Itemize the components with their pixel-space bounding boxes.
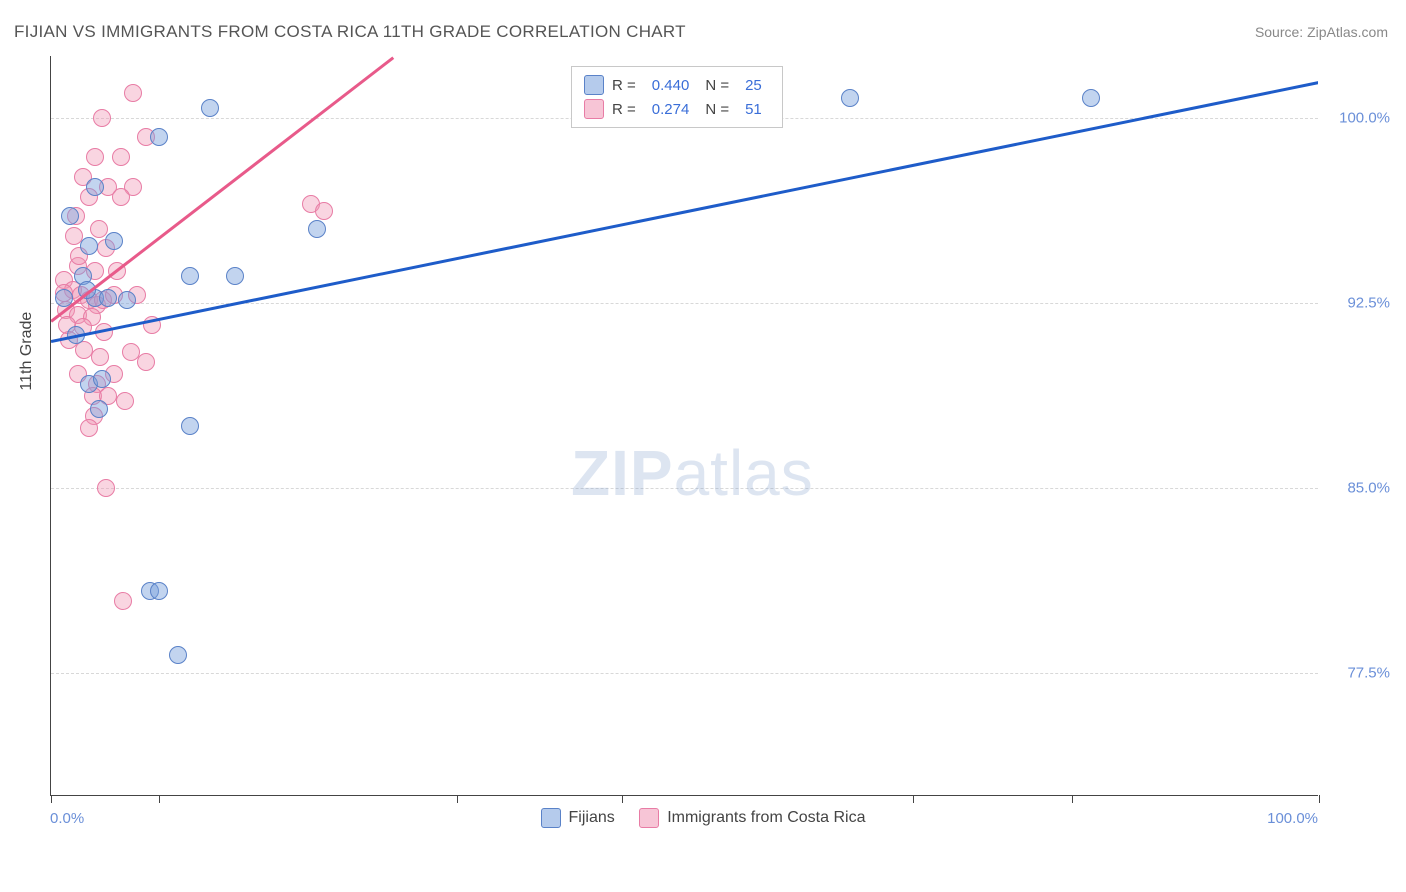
legend-row-pink: R = 0.274 N = 51 — [584, 97, 770, 121]
scatter-point-pink — [90, 220, 108, 238]
scatter-point-blue — [308, 220, 326, 238]
scatter-point-pink — [116, 392, 134, 410]
scatter-point-blue — [86, 178, 104, 196]
scatter-point-blue — [150, 128, 168, 146]
n-value: 25 — [745, 77, 762, 94]
scatter-point-blue — [201, 99, 219, 117]
scatter-point-blue — [181, 417, 199, 435]
legend-series: Fijians Immigrants from Costa Rica — [0, 808, 1406, 833]
r-label: R = — [612, 77, 636, 94]
x-tick — [622, 795, 623, 803]
scatter-point-blue — [1082, 89, 1100, 107]
scatter-point-blue — [118, 291, 136, 309]
scatter-point-blue — [181, 267, 199, 285]
legend-label: Fijians — [569, 809, 615, 827]
scatter-point-pink — [97, 479, 115, 497]
scatter-point-blue — [93, 370, 111, 388]
scatter-point-blue — [105, 232, 123, 250]
n-label: N = — [705, 101, 729, 118]
legend-label: Immigrants from Costa Rica — [667, 809, 865, 827]
scatter-point-pink — [112, 188, 130, 206]
y-tick-label: 77.5% — [1347, 664, 1390, 681]
swatch-blue-icon — [541, 808, 561, 828]
legend-item-costa-rica: Immigrants from Costa Rica — [639, 808, 865, 828]
plot-canvas — [51, 56, 1318, 795]
y-axis-title: 11th Grade — [18, 312, 36, 391]
legend-correlation-box: R = 0.440 N = 25 R = 0.274 N = 51 — [571, 66, 783, 128]
scatter-point-pink — [124, 84, 142, 102]
scatter-point-blue — [61, 207, 79, 225]
r-value: 0.274 — [652, 101, 690, 118]
swatch-blue-icon — [584, 75, 604, 95]
legend-item-fijians: Fijians — [541, 808, 615, 828]
gridline-h — [51, 673, 1318, 674]
chart-title: FIJIAN VS IMMIGRANTS FROM COSTA RICA 11T… — [14, 22, 686, 42]
r-label: R = — [612, 101, 636, 118]
scatter-point-blue — [150, 582, 168, 600]
scatter-point-pink — [91, 348, 109, 366]
source-attribution: Source: ZipAtlas.com — [1255, 24, 1388, 40]
scatter-point-blue — [80, 237, 98, 255]
y-tick-label: 100.0% — [1339, 109, 1390, 126]
x-tick — [457, 795, 458, 803]
n-label: N = — [705, 77, 729, 94]
scatter-point-blue — [169, 646, 187, 664]
scatter-point-pink — [112, 148, 130, 166]
chart-plot-area: R = 0.440 N = 25 R = 0.274 N = 51 ZIPatl… — [50, 56, 1318, 796]
y-tick-label: 92.5% — [1347, 294, 1390, 311]
gridline-h — [51, 488, 1318, 489]
scatter-point-pink — [93, 109, 111, 127]
x-tick — [1072, 795, 1073, 803]
scatter-point-pink — [80, 419, 98, 437]
scatter-point-blue — [226, 267, 244, 285]
swatch-pink-icon — [584, 99, 604, 119]
scatter-point-pink — [137, 353, 155, 371]
scatter-point-blue — [99, 289, 117, 307]
x-tick — [913, 795, 914, 803]
swatch-pink-icon — [639, 808, 659, 828]
y-tick-label: 85.0% — [1347, 479, 1390, 496]
r-value: 0.440 — [652, 77, 690, 94]
scatter-point-pink — [86, 148, 104, 166]
scatter-point-pink — [114, 592, 132, 610]
scatter-point-blue — [841, 89, 859, 107]
x-tick — [1319, 795, 1320, 803]
scatter-point-pink — [315, 202, 333, 220]
n-value: 51 — [745, 101, 762, 118]
scatter-point-blue — [90, 400, 108, 418]
x-tick — [51, 795, 52, 803]
legend-row-blue: R = 0.440 N = 25 — [584, 73, 770, 97]
x-tick — [159, 795, 160, 803]
